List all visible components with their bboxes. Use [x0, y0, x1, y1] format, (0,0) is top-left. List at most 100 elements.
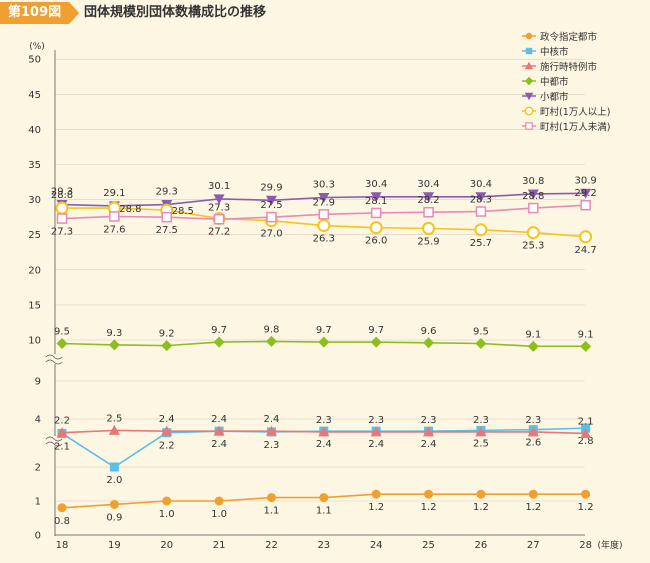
x-tick-label: 27 [527, 540, 540, 551]
data-label: 30.9 [575, 175, 597, 186]
y-tick-label: 9 [35, 377, 41, 388]
y-tick-label: 15 [28, 300, 41, 311]
data-point [56, 338, 68, 350]
x-tick-label: 19 [108, 540, 121, 551]
data-label: 30.4 [365, 179, 387, 190]
y-tick-label: 45 [28, 90, 41, 101]
data-label: 24.7 [575, 245, 597, 256]
data-label: 2.4 [368, 439, 384, 450]
legend-label: 小都市 [540, 91, 569, 103]
data-label: 30.1 [208, 181, 230, 192]
data-label: 28.5 [172, 206, 194, 217]
data-label: 2.3 [421, 415, 437, 426]
data-point [108, 424, 120, 435]
data-label: 2.4 [211, 414, 227, 425]
data-label: 29.3 [156, 187, 178, 198]
y-axis-label: (%) [29, 42, 45, 52]
data-label: 2.4 [264, 414, 280, 425]
data-label: 9.7 [211, 325, 227, 336]
legend-marker-icon [522, 47, 536, 54]
data-point [527, 189, 539, 200]
data-label: 1.0 [211, 509, 227, 520]
data-label: 27.9 [313, 197, 335, 208]
data-label: 27.6 [103, 224, 125, 235]
data-label: 2.8 [578, 436, 594, 447]
y-tick-label: 4 [35, 415, 41, 426]
data-point [213, 425, 225, 436]
data-label: 9.7 [316, 325, 332, 336]
data-point [475, 426, 487, 437]
data-point [55, 201, 69, 215]
data-point [580, 199, 591, 211]
legend-item: 町村(1万人以上) [522, 103, 610, 118]
data-label: 28.1 [365, 196, 387, 207]
data-label: 29.1 [103, 188, 125, 199]
x-tick-label: 25 [422, 540, 435, 551]
data-label: 27.2 [208, 227, 230, 238]
data-point [317, 219, 331, 233]
data-label: 9.2 [159, 329, 175, 340]
data-label: 26.0 [365, 236, 387, 247]
data-label: 2.2 [159, 441, 175, 452]
axis-break-mark [45, 436, 63, 442]
data-point [580, 340, 592, 352]
data-point [528, 489, 538, 499]
data-label: 2.3 [473, 415, 489, 426]
data-point [56, 213, 68, 224]
data-point [161, 211, 172, 223]
data-label: 1.2 [473, 502, 489, 513]
data-point [213, 336, 225, 348]
data-label: 30.8 [522, 176, 544, 187]
data-label: 0.9 [106, 512, 122, 523]
legend-item: 政令指定都市 [522, 28, 610, 43]
x-tick-label: 18 [56, 540, 69, 551]
data-label: 28.8 [522, 191, 544, 202]
data-point [370, 192, 382, 203]
x-tick-label: 24 [370, 540, 383, 551]
data-point [57, 503, 67, 513]
data-point [527, 340, 539, 352]
y-tick-label: 2 [35, 463, 41, 474]
axis-break-gap [45, 354, 61, 364]
data-point [475, 206, 487, 217]
data-point [319, 493, 329, 503]
data-label: 28.8 [51, 190, 73, 201]
data-label: 2.3 [264, 440, 280, 451]
data-label: 9.1 [525, 329, 541, 340]
data-label: 9.5 [54, 327, 70, 338]
data-label: 2.2 [54, 416, 70, 427]
legend-marker-icon [522, 121, 536, 130]
data-label: 2.3 [316, 415, 332, 426]
data-point [371, 489, 381, 499]
data-point [370, 207, 382, 219]
data-point [580, 188, 592, 199]
legend-item: 中核市 [522, 43, 610, 58]
y-tick-label: 0 [35, 531, 41, 542]
data-point [318, 426, 330, 437]
data-point [265, 425, 277, 436]
data-point [424, 489, 434, 499]
data-point [266, 211, 277, 223]
data-label: 9.6 [421, 326, 437, 337]
data-label: 1.0 [159, 509, 175, 520]
data-point [109, 211, 120, 222]
x-tick-label: 22 [265, 540, 278, 551]
legend-marker-icon [522, 32, 536, 39]
data-point [265, 195, 277, 206]
legend-marker-icon [522, 76, 536, 85]
data-label: 25.7 [470, 238, 492, 249]
data-label: 25.3 [522, 241, 544, 252]
data-label: 27.0 [260, 229, 282, 240]
data-point [318, 336, 330, 348]
y-tick-label: 20 [28, 265, 41, 276]
data-point [109, 499, 119, 509]
legend-label: 中核市 [540, 46, 569, 58]
y-tick-label: 30 [28, 195, 41, 206]
data-label: 1.2 [421, 502, 437, 513]
data-label: 2.1 [578, 416, 594, 427]
data-label: 30.4 [470, 179, 492, 190]
legend-label: 施行時特例市 [540, 61, 598, 73]
data-label: 0.8 [54, 516, 70, 527]
legend-item: 小都市 [522, 88, 610, 103]
